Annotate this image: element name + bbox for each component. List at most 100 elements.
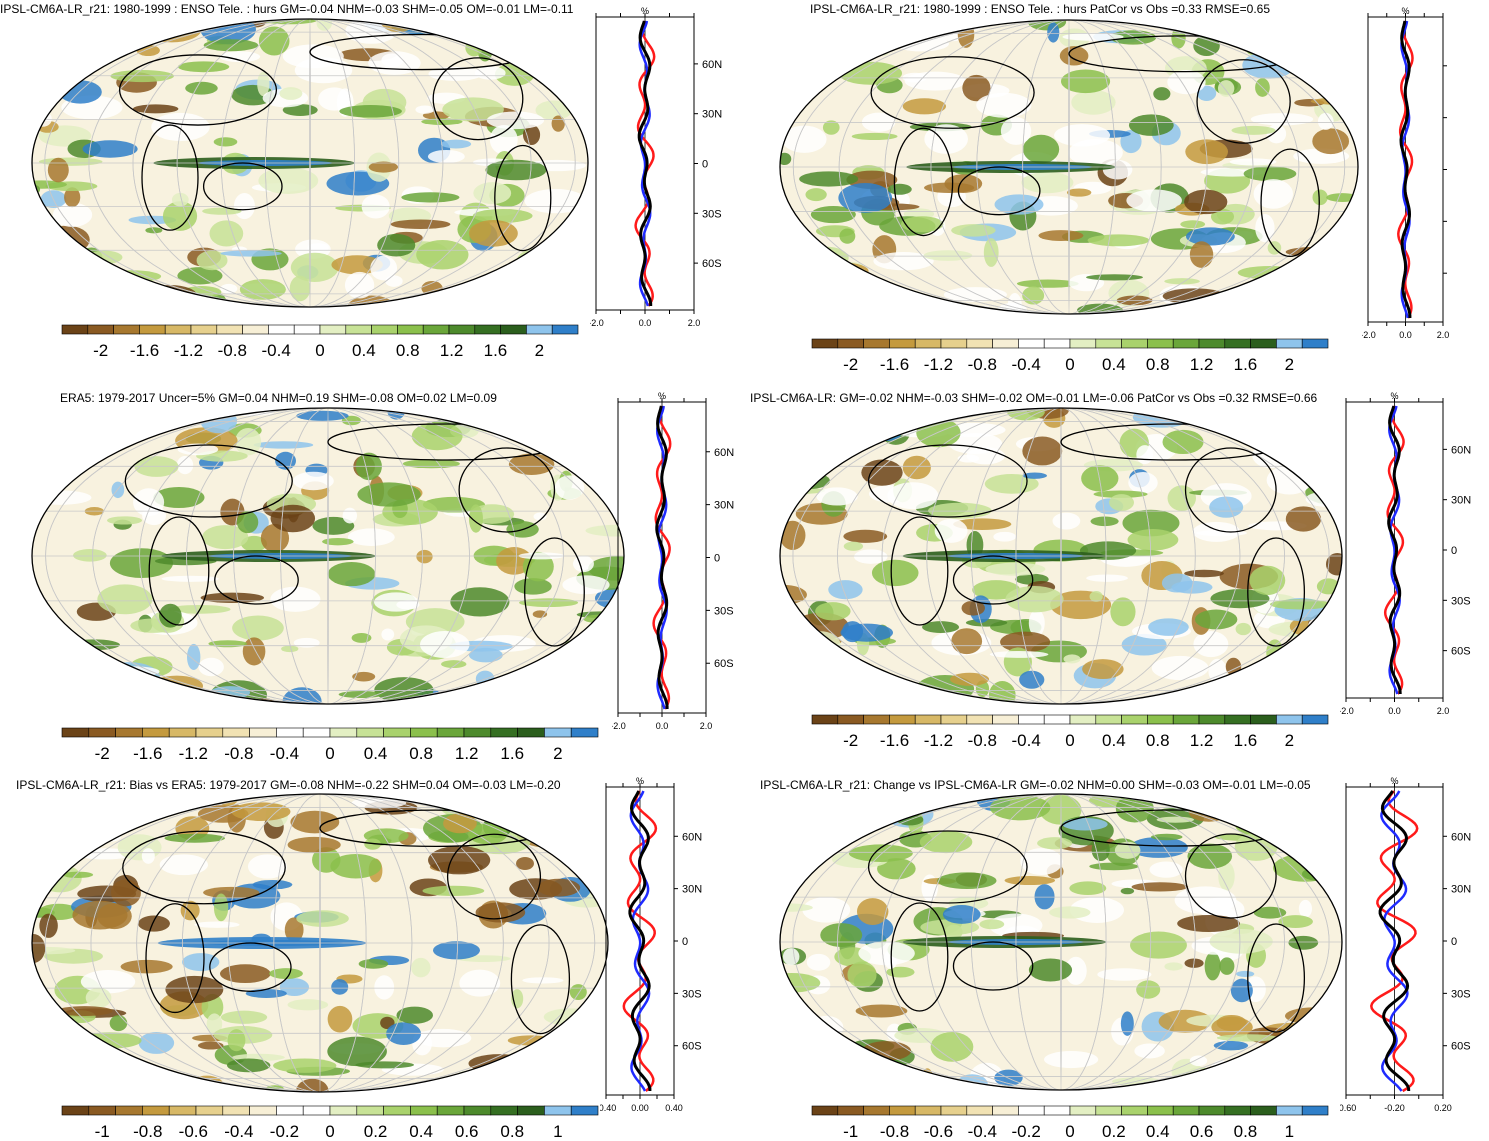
colorbar-label: 2 bbox=[535, 341, 544, 360]
colorbar-label: 0.8 bbox=[1234, 1122, 1258, 1141]
colorbar-swatch bbox=[397, 324, 424, 335]
colorbar-label: -1.6 bbox=[130, 341, 159, 360]
zonal-mean-profile-6: % 60N 30N 0 30S 60S -0.60 -0.20 0.20 bbox=[1340, 776, 1471, 1113]
colorbar-label: 1.2 bbox=[1190, 731, 1214, 750]
colorbar-label: -0.8 bbox=[224, 744, 253, 763]
colorbar-swatch bbox=[1095, 714, 1122, 725]
colorbar-swatch bbox=[113, 324, 140, 335]
colorbar-swatch bbox=[436, 727, 465, 738]
colorbar-swatch bbox=[356, 727, 384, 738]
colorbar-swatch bbox=[463, 1105, 492, 1116]
lat-label: 30N bbox=[1451, 884, 1471, 896]
red-line bbox=[622, 790, 658, 1092]
colorbar-label: 0.4 bbox=[1102, 731, 1126, 750]
colorbar-swatch bbox=[168, 1105, 197, 1116]
lat-label: 0 bbox=[702, 159, 708, 171]
colorbar-label: -0.6 bbox=[924, 1122, 953, 1141]
profile-x-tick: 0.40 bbox=[665, 1103, 683, 1113]
colorbar-swatch bbox=[863, 1105, 890, 1116]
zonal-mean-profile-2: % -2.0 0.0 2.0 bbox=[1362, 6, 1450, 340]
colorbar-label: 0.8 bbox=[500, 1122, 524, 1141]
colorbar-label: 0.2 bbox=[1102, 1122, 1126, 1141]
colorbar-swatch bbox=[1147, 714, 1174, 725]
colorbar-swatch bbox=[1095, 338, 1122, 349]
colorbar-swatch bbox=[551, 324, 579, 335]
colorbar-swatch bbox=[448, 324, 476, 335]
colorbar-label: -2 bbox=[93, 341, 108, 360]
colorbar-label: -1.6 bbox=[880, 731, 909, 750]
colorbar-swatch bbox=[1043, 714, 1071, 725]
profile-x-tick: -0.40 bbox=[600, 1103, 616, 1113]
colorbar-swatch bbox=[966, 714, 993, 725]
lat-label: 30S bbox=[1451, 988, 1471, 1000]
colorbar-swatch bbox=[914, 714, 942, 725]
colorbar-swatch bbox=[1121, 714, 1148, 725]
colorbar-label: 1.6 bbox=[500, 744, 524, 763]
colorbar-label: 0.8 bbox=[409, 744, 433, 763]
lat-label: 0 bbox=[714, 553, 720, 565]
colorbar-swatch bbox=[914, 338, 942, 349]
colorbar-label: 2 bbox=[553, 744, 562, 763]
black-line bbox=[1387, 405, 1402, 695]
red-line bbox=[1370, 790, 1419, 1093]
map-panel-2 bbox=[779, 19, 1359, 315]
colorbar-swatch bbox=[302, 727, 331, 738]
colorbar-label: 0.6 bbox=[1190, 1122, 1214, 1141]
colorbar-label: 0.2 bbox=[364, 1122, 388, 1141]
colorbar-label: -0.4 bbox=[261, 341, 290, 360]
colorbar-swatch bbox=[811, 338, 839, 349]
colorbar-swatch bbox=[1043, 1105, 1071, 1116]
colorbar-4: -2 -1.6 -1.2 -0.8 -0.4 0 0.4 0.8 1.2 1.6 2 bbox=[811, 714, 1329, 750]
colorbar-label: 0.4 bbox=[364, 744, 388, 763]
colorbar-label: -0.2 bbox=[270, 1122, 299, 1141]
zonal-mean-profile-3: % 60N 30N 0 30S 60S -2.0 0.0 2.0 bbox=[612, 391, 734, 731]
black-line bbox=[1399, 20, 1412, 318]
lat-label: 60N bbox=[702, 59, 722, 71]
colorbar-swatch bbox=[61, 727, 90, 738]
lat-label: 30N bbox=[682, 884, 702, 896]
colorbar-swatch bbox=[863, 338, 890, 349]
colorbar-swatch bbox=[1121, 1105, 1148, 1116]
colorbar-label: 1 bbox=[553, 1122, 562, 1141]
colorbar-swatch bbox=[115, 727, 143, 738]
colorbar-swatch bbox=[526, 324, 553, 335]
lat-label: 60N bbox=[1451, 444, 1471, 456]
profile-x-tick: 2.0 bbox=[1437, 330, 1450, 340]
colorbar-swatch bbox=[1043, 338, 1071, 349]
colorbar-swatch bbox=[222, 727, 250, 738]
colorbar-swatch bbox=[490, 727, 518, 738]
colorbar-swatch bbox=[1069, 714, 1097, 725]
colorbar-swatch bbox=[517, 1105, 545, 1116]
svg-text:%: % bbox=[1390, 391, 1398, 401]
lat-label: 60S bbox=[714, 658, 734, 670]
profile-x-tick: -2.0 bbox=[1340, 706, 1354, 716]
profile-x-tick: -2.0 bbox=[590, 318, 604, 328]
colorbar-swatch bbox=[544, 1105, 572, 1116]
colorbar-swatch bbox=[383, 727, 411, 738]
colorbar-swatch bbox=[168, 727, 197, 738]
map-panel-6 bbox=[779, 793, 1343, 1091]
colorbar-swatch bbox=[544, 727, 572, 738]
colorbar-label: 0.4 bbox=[352, 341, 376, 360]
colorbar-swatch bbox=[490, 1105, 518, 1116]
map-panel-5 bbox=[31, 793, 609, 1093]
zonal-mean-profile-5: % 60N 30N 0 30S 60S -0.40 0.00 0.40 bbox=[600, 776, 702, 1113]
colorbar-label: 1.6 bbox=[1234, 731, 1258, 750]
profile-x-tick: 0.0 bbox=[639, 318, 652, 328]
lat-label: 30S bbox=[682, 988, 702, 1000]
colorbar-label: 0.6 bbox=[455, 1122, 479, 1141]
profile-x-tick: 0.00 bbox=[631, 1103, 649, 1113]
colorbar-swatch bbox=[249, 727, 277, 738]
colorbar-swatch bbox=[319, 324, 347, 335]
colorbar-swatch bbox=[517, 727, 545, 738]
colorbar-label: 0 bbox=[315, 341, 324, 360]
colorbar-swatch bbox=[1224, 714, 1251, 725]
lat-label: 60N bbox=[1451, 831, 1471, 843]
colorbar-swatch bbox=[276, 727, 304, 738]
colorbar-label: 0 bbox=[1065, 731, 1074, 750]
colorbar-label: -2 bbox=[843, 731, 858, 750]
colorbar-swatch bbox=[474, 324, 501, 335]
colorbar-3: -2 -1.6 -1.2 -0.8 -0.4 0 0.4 0.8 1.2 1.6 2 bbox=[61, 727, 599, 763]
colorbar-swatch bbox=[216, 324, 243, 335]
colorbar-swatch bbox=[164, 324, 192, 335]
